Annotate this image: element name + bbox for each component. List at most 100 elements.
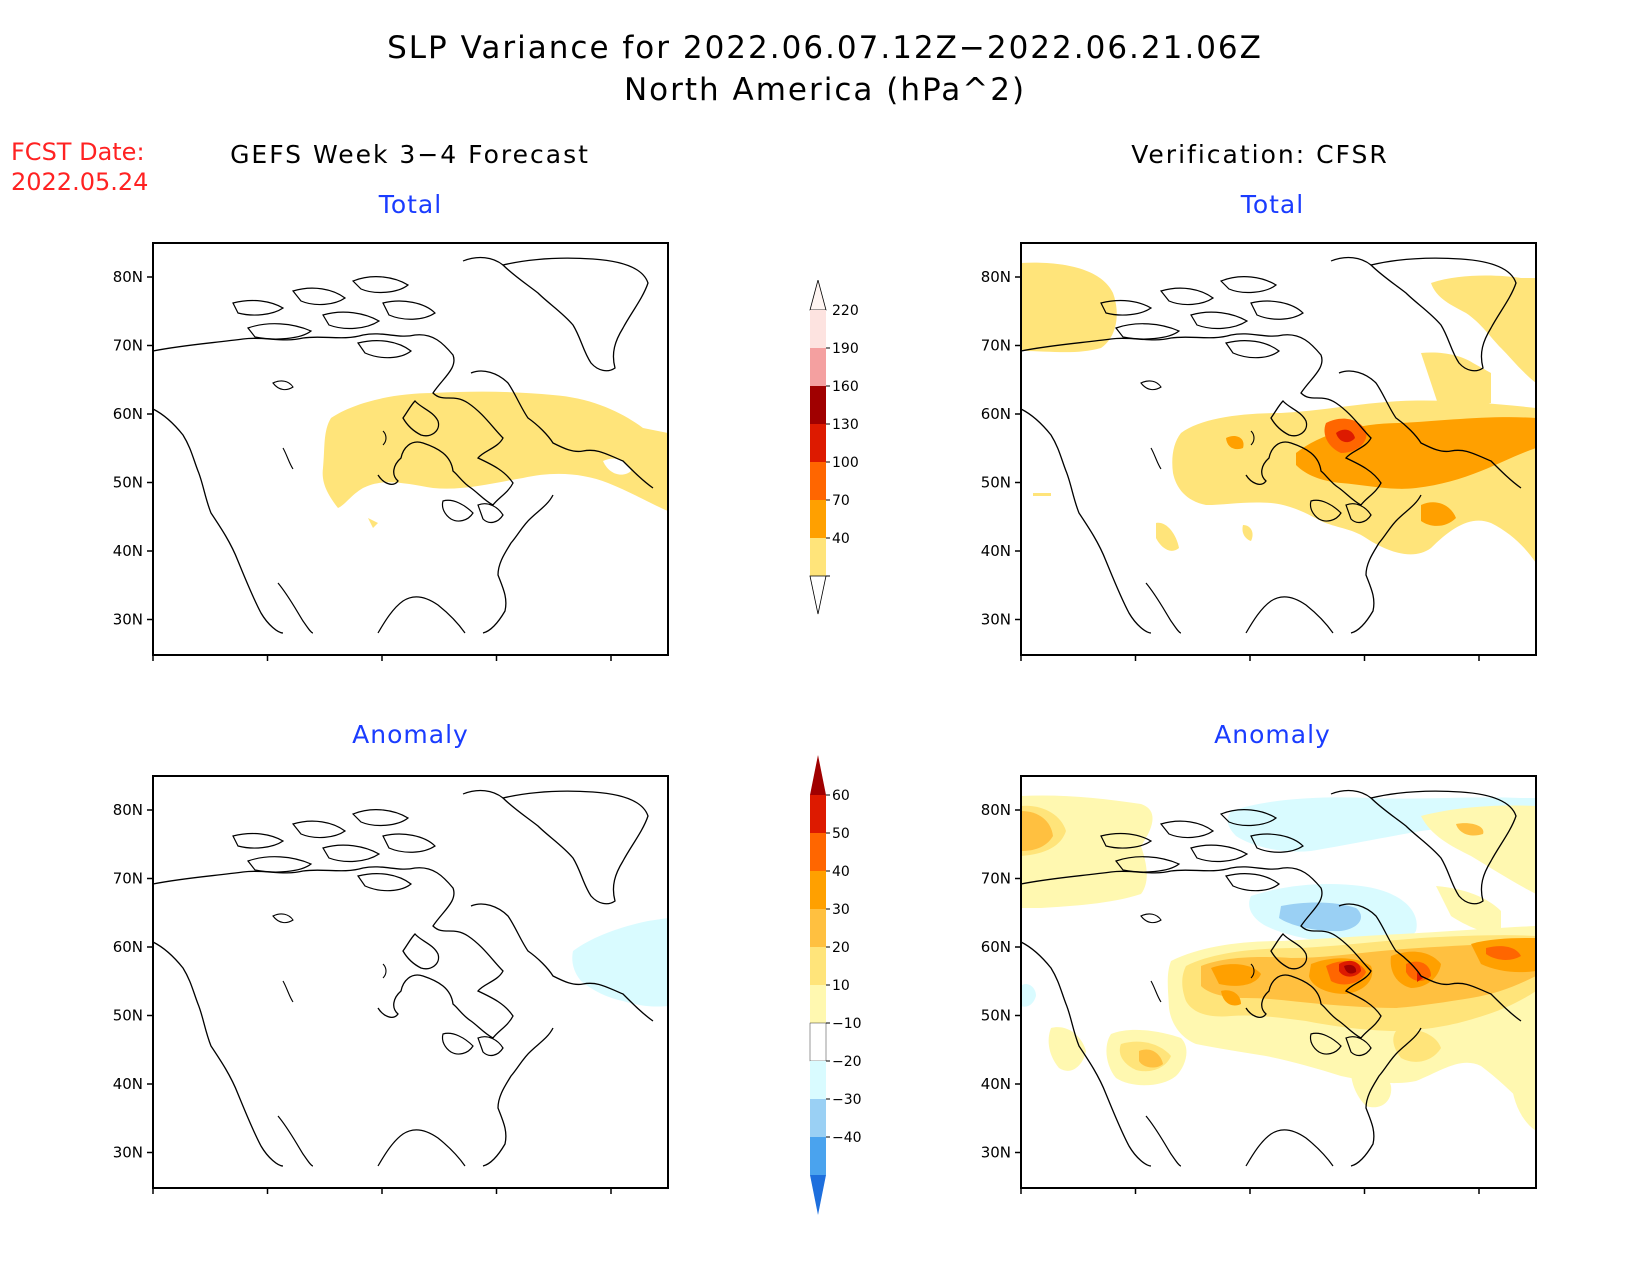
panel-forecast-total: 80N 70N 60N 50N 40N 30N 140W 120W 100W 80W 60W: [95, 235, 695, 681]
panel-title-forecast-total: Total: [378, 190, 443, 219]
map-verification-anomaly: 80N 70N 60N 50N 40N 30N 140W 120W 100W 80W 60W: [981, 775, 1537, 1214]
colorbar-segment: [810, 985, 826, 1023]
lon-tick-label: 120W: [246, 663, 290, 665]
colorbar-level-label: −30: [832, 1092, 862, 1108]
colorbar-level-label: −10: [832, 1016, 862, 1032]
colorbar-tip-top: [810, 755, 826, 795]
column-title-forecast: GEFS Week 3−4 Forecast: [230, 140, 590, 169]
lat-tick-label: 60N: [981, 938, 1011, 956]
column-title-verification: Verification: CFSR: [1131, 140, 1389, 169]
fcst-date-block: FCST Date: 2022.05.24: [11, 137, 148, 197]
main-subtitle: North America (hPa^2): [623, 72, 1027, 108]
lon-axis-verification-anomaly: 140W 120W 100W 80W 60W: [999, 1188, 1496, 1214]
lon-tick-label: 80W: [1348, 663, 1382, 665]
lat-tick-label: 30N: [113, 611, 143, 629]
lat-tick-label: 80N: [113, 801, 143, 819]
lon-tick-label: 140W: [999, 663, 1043, 665]
map-forecast-total: 80N 70N 60N 50N 40N 30N 140W 120W 100W 80W 60W: [113, 242, 669, 681]
colorbar-level-label: 20: [832, 940, 850, 956]
lon-axis-forecast-total: 140W 120W 100W 80W 60W: [131, 655, 628, 681]
lon-tick-label: 60W: [1462, 663, 1496, 665]
lat-tick-label: 60N: [981, 405, 1011, 423]
main-title: SLP Variance for 2022.06.07.12Z−2022.06.…: [387, 30, 1263, 66]
lat-tick-label: 40N: [981, 1075, 1011, 1093]
colorbar-segment: [810, 348, 826, 386]
lat-tick-label: 80N: [981, 801, 1011, 819]
lon-tick-label: 120W: [246, 1196, 290, 1198]
colorbar-segment: [810, 1099, 826, 1137]
colorbar-tip-bottom: [809, 575, 827, 615]
lat-tick-label: 50N: [981, 474, 1011, 492]
lon-tick-label: 100W: [1228, 663, 1272, 665]
lon-tick-label: 60W: [594, 1196, 628, 1198]
lat-tick-label: 40N: [113, 542, 143, 560]
lat-tick-label: 50N: [981, 1007, 1011, 1025]
colorbar-level-label: 130: [832, 417, 859, 433]
lat-tick-label: 30N: [981, 611, 1011, 629]
lat-tick-label: 50N: [113, 1007, 143, 1025]
colorbar-anomaly-svg: 60 50 40 30 20 10 −10 −20 −30 −40: [809, 755, 862, 1215]
colorbar-segment: [809, 1022, 827, 1062]
lat-tick-label: 70N: [113, 337, 143, 355]
colorbar-tip-bottom: [810, 1175, 826, 1215]
colorbar-level-label: 100: [832, 455, 859, 471]
lon-axis-forecast-anomaly: 140W 120W 100W 80W 60W: [131, 1188, 628, 1214]
colorbar-level-label: 160: [832, 379, 859, 395]
lat-tick-label: 70N: [113, 870, 143, 888]
colorbar-segment: [810, 310, 826, 348]
lat-tick-label: 40N: [113, 1075, 143, 1093]
lat-tick-label: 40N: [981, 542, 1011, 560]
colorbar-segment: [810, 538, 826, 576]
lat-tick-label: 70N: [981, 337, 1011, 355]
panel-title-verification-total: Total: [1240, 190, 1305, 219]
lon-tick-label: 60W: [594, 663, 628, 665]
colorbar-level-label: 10: [832, 978, 850, 994]
panel-verification-total: 80N 70N 60N 50N 40N 30N 140W 120W 100W 80W 60W: [963, 235, 1563, 681]
colorbar-segment: [810, 871, 826, 909]
lon-tick-label: 80W: [1348, 1196, 1382, 1198]
colorbar-level-label: 70: [832, 493, 850, 509]
lon-tick-label: 140W: [999, 1196, 1043, 1198]
colorbar-total-svg: 220 190 160 130 100 70 40: [809, 278, 859, 615]
fcst-label: FCST Date:: [11, 138, 145, 166]
colorbar-segment: [810, 500, 826, 538]
fcst-date: 2022.05.24: [11, 168, 149, 196]
lat-tick-label: 60N: [113, 405, 143, 423]
colorbar-segment: [810, 386, 826, 424]
colorbar-level-label: 40: [832, 864, 850, 880]
map-verification-total: 80N 70N 60N 50N 40N 30N 140W 120W 100W 80W 60W: [981, 242, 1537, 681]
colorbar-segment: [810, 462, 826, 500]
lat-tick-label: 30N: [113, 1144, 143, 1162]
panel-title-verification-anomaly: Anomaly: [1214, 720, 1331, 749]
colorbar-tip-top: [809, 278, 827, 311]
colorbar-segment: [810, 833, 826, 871]
map-forecast-anomaly: 80N 70N 60N 50N 40N 30N 140W 120W 100W 80W 60W: [113, 775, 669, 1214]
colorbar-level-label: 190: [832, 341, 859, 357]
colorbar-level-label: 50: [832, 826, 850, 842]
lon-tick-label: 80W: [480, 1196, 514, 1198]
lon-tick-label: 120W: [1114, 1196, 1158, 1198]
colorbar-level-label: 40: [832, 531, 850, 547]
lon-tick-label: 140W: [131, 663, 175, 665]
lat-tick-label: 30N: [981, 1144, 1011, 1162]
lon-axis-verification-total: 140W 120W 100W 80W 60W: [999, 655, 1496, 681]
colorbar-segment: [810, 909, 826, 947]
panel-verification-anomaly: 80N 70N 60N 50N 40N 30N 140W 120W 100W 80W 60W: [963, 768, 1563, 1214]
lon-tick-label: 80W: [480, 663, 514, 665]
colorbar-level-label: 220: [832, 303, 859, 319]
lat-tick-label: 50N: [113, 474, 143, 492]
panel-forecast-anomaly: 80N 70N 60N 50N 40N 30N 140W 120W 100W 80W 60W: [95, 768, 695, 1214]
colorbar-level-label: −20: [832, 1054, 862, 1070]
lon-tick-label: 100W: [1228, 1196, 1272, 1198]
colorbar-segment: [810, 795, 826, 833]
lat-tick-label: 80N: [113, 268, 143, 286]
colorbar-level-label: 60: [832, 788, 850, 804]
lat-axis-verification-anomaly: 80N 70N 60N 50N 40N 30N: [981, 801, 1021, 1162]
lon-tick-label: 60W: [1462, 1196, 1496, 1198]
lat-tick-label: 70N: [981, 870, 1011, 888]
colorbar-segment: [810, 424, 826, 462]
colorbar-level-label: −40: [832, 1130, 862, 1146]
lat-tick-label: 60N: [113, 938, 143, 956]
colorbar-segment: [810, 1061, 826, 1099]
lon-tick-label: 100W: [360, 1196, 404, 1198]
